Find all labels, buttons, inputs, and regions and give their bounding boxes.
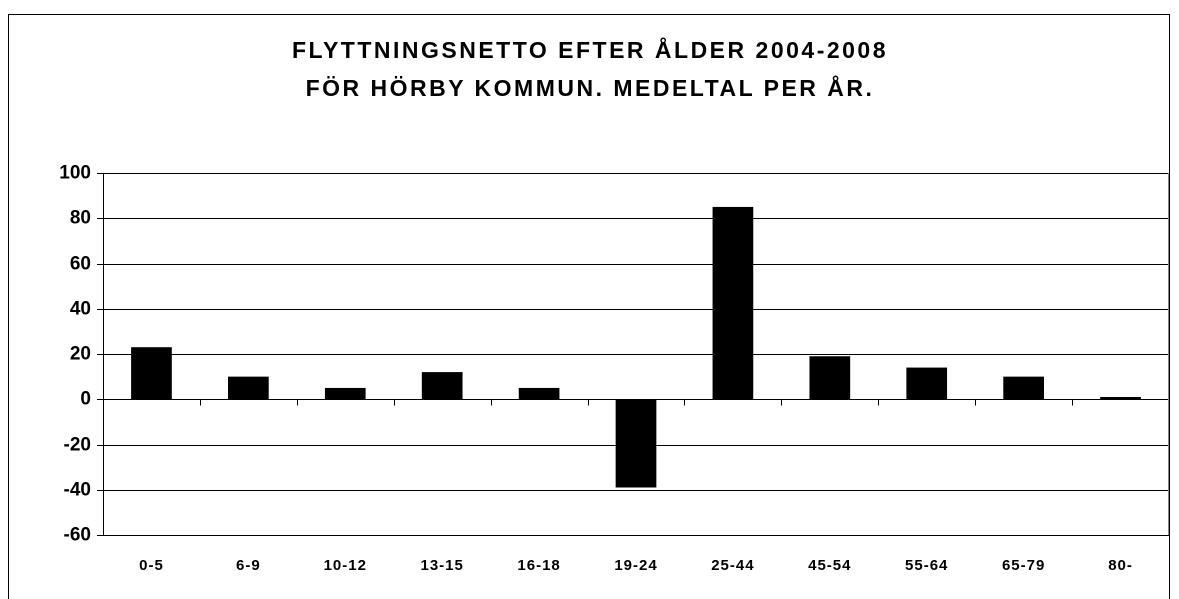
bar (518, 387, 560, 400)
x-tick-label: 0-5 (139, 557, 164, 574)
x-tick-label: 80- (1108, 557, 1133, 574)
y-tick-label: -40 (64, 480, 91, 501)
y-tick-label: 40 (70, 299, 91, 320)
x-tick-label: 19-24 (614, 557, 657, 574)
x-tick-label: 10-12 (324, 557, 367, 574)
bar (1003, 376, 1044, 400)
bar (228, 376, 269, 400)
bar (809, 356, 851, 400)
chart-border (8, 14, 1170, 599)
y-tick-label: 20 (70, 344, 91, 365)
x-tick-label: 55-64 (905, 557, 948, 574)
y-tick-label: -60 (64, 525, 91, 546)
x-tick-label: 25-44 (711, 557, 754, 574)
x-tick-label: 6-9 (236, 557, 261, 574)
bar (131, 347, 172, 400)
x-tick-label: 45-54 (808, 557, 851, 574)
bar (906, 367, 948, 400)
chart-title: FÖR HÖRBY KOMMUN. MEDELTAL PER ÅR. (306, 74, 875, 101)
bar (615, 399, 657, 488)
y-tick-label: 80 (70, 208, 91, 229)
y-tick-label: 0 (80, 389, 91, 410)
bar (712, 206, 754, 400)
bar (324, 387, 366, 400)
y-tick-label: 100 (59, 163, 91, 184)
bar (1100, 396, 1141, 400)
y-tick-label: 60 (70, 254, 91, 275)
y-tick-label: -20 (64, 435, 91, 456)
x-tick-label: 13-15 (420, 557, 463, 574)
x-tick-label: 16-18 (517, 557, 560, 574)
chart-title: FLYTTNINGSNETTO EFTER ÅLDER 2004-2008 (292, 36, 888, 63)
x-tick-label: 65-79 (1002, 557, 1045, 574)
bar (421, 372, 463, 400)
